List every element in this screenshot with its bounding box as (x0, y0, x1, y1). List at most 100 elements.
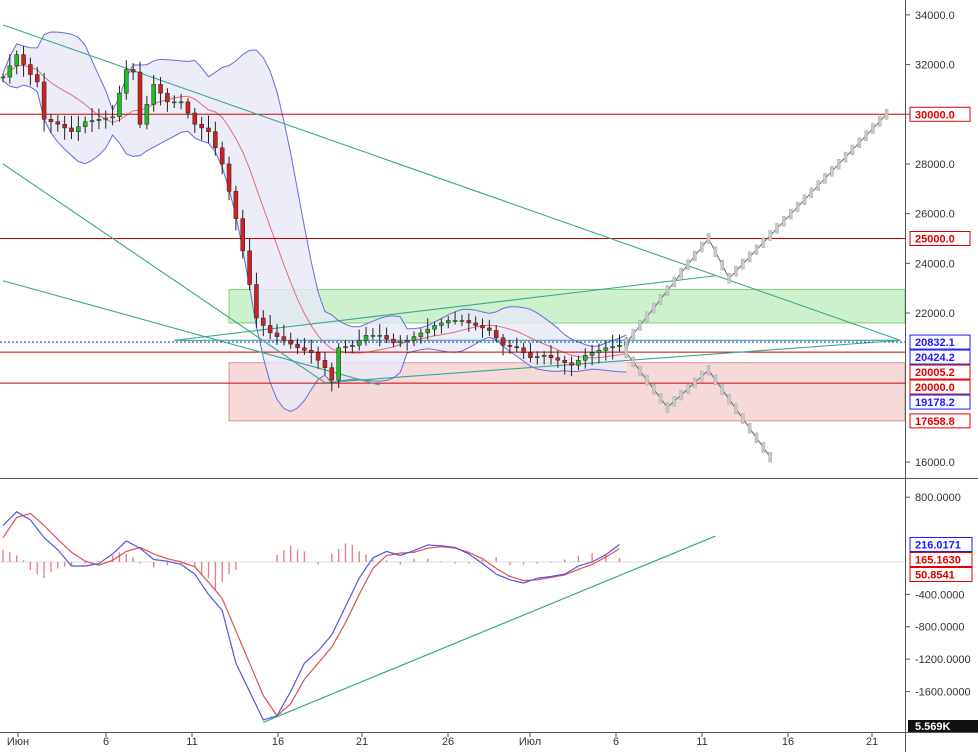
projected-candle (754, 432, 759, 444)
candle (130, 69, 136, 73)
projected-candle (631, 356, 635, 368)
candle (0, 76, 6, 79)
bollinger-fill (3, 32, 627, 412)
projected-candle (884, 109, 889, 120)
price-tick-label: 34000.0 (915, 10, 955, 22)
candle (363, 335, 369, 341)
price-tag-label: 20005.2 (915, 367, 955, 379)
projected-candle (706, 364, 711, 376)
candle (377, 335, 382, 337)
candle (158, 84, 163, 94)
macd-pane (0, 511, 905, 723)
candle (350, 345, 355, 347)
candle (213, 131, 218, 149)
projected-candle (830, 166, 834, 177)
candle (569, 362, 574, 366)
projected-candle (631, 328, 635, 340)
candle (514, 346, 519, 349)
candle (137, 71, 143, 125)
projected-candle (823, 173, 827, 184)
price-tick-label: 26000.0 (915, 209, 955, 221)
macd-tick-label: -400.0000 (915, 589, 965, 601)
candle (398, 341, 403, 344)
projected-candle (754, 244, 759, 255)
macd-tag-box (909, 536, 973, 552)
price-tag-box (909, 364, 971, 380)
projected-candle (871, 123, 875, 134)
projected-candle (652, 384, 656, 395)
candle (261, 317, 266, 326)
candle (452, 320, 458, 322)
candle (219, 147, 225, 165)
projected-candle (734, 265, 738, 277)
candle (240, 218, 245, 252)
projected-candle (713, 374, 718, 386)
candle (535, 356, 540, 358)
macd-tick-label: -1200.0000 (915, 654, 971, 666)
candle (507, 345, 513, 347)
projected-candle (645, 374, 649, 386)
macd-tag-label: 50.8541 (915, 569, 955, 581)
candle (41, 81, 47, 120)
time-tick-label: 16 (782, 736, 794, 748)
projected-candle (699, 371, 704, 382)
candle (144, 104, 150, 125)
price-tag-label: 20424.2 (915, 352, 955, 364)
candle (14, 54, 19, 67)
price-tick-label: 22000.0 (915, 308, 955, 320)
price-tick-label: 24000.0 (915, 258, 955, 270)
projected-candle (843, 151, 848, 163)
projected-candle (679, 268, 683, 279)
macd-tick-label: 800.0000 (915, 492, 961, 504)
macd-tick-label: -800.0000 (915, 622, 965, 634)
projected-candle (658, 294, 663, 305)
projected-candle (727, 273, 731, 284)
candle (459, 320, 465, 322)
macd-tick-label: -1600.0000 (915, 687, 971, 699)
candle (336, 347, 341, 381)
candle (309, 350, 314, 354)
candle (596, 350, 602, 354)
projected-candle (693, 377, 697, 388)
projected-candle (761, 237, 766, 248)
price-tag-label: 25000.0 (915, 234, 955, 246)
price-tag-box (909, 379, 971, 395)
projected-candle (747, 251, 752, 263)
projected-candle (836, 158, 841, 170)
candle (117, 92, 122, 118)
trendline (2, 24, 901, 341)
candle (254, 284, 259, 319)
candle (69, 127, 74, 132)
price-tag-box (909, 106, 971, 122)
candle (418, 332, 424, 337)
candle (555, 357, 561, 361)
time-tick-label: 21 (356, 736, 368, 748)
candle (21, 54, 26, 65)
candle (267, 325, 273, 334)
macd-line (2, 511, 620, 721)
projected-candle (713, 246, 718, 257)
candle (583, 355, 588, 361)
time-tick-label: Июл (519, 736, 541, 748)
projected-candle (816, 180, 820, 191)
candle (165, 92, 170, 103)
candle (151, 84, 156, 105)
candle (576, 359, 581, 366)
candle (192, 112, 198, 125)
time-tick-label: 6 (613, 736, 619, 748)
candle (103, 117, 108, 120)
candle (7, 65, 13, 78)
candle (610, 346, 615, 349)
projected-candle (782, 215, 786, 227)
price-tick-label: 16000.0 (915, 457, 955, 469)
candle (185, 101, 191, 114)
price-tag-box (909, 334, 971, 350)
price-tag-box (909, 394, 971, 410)
time-tick-label: 26 (442, 736, 454, 748)
candle (439, 322, 444, 326)
projected-candle (741, 413, 745, 424)
candle (274, 332, 280, 337)
candle (617, 345, 622, 347)
